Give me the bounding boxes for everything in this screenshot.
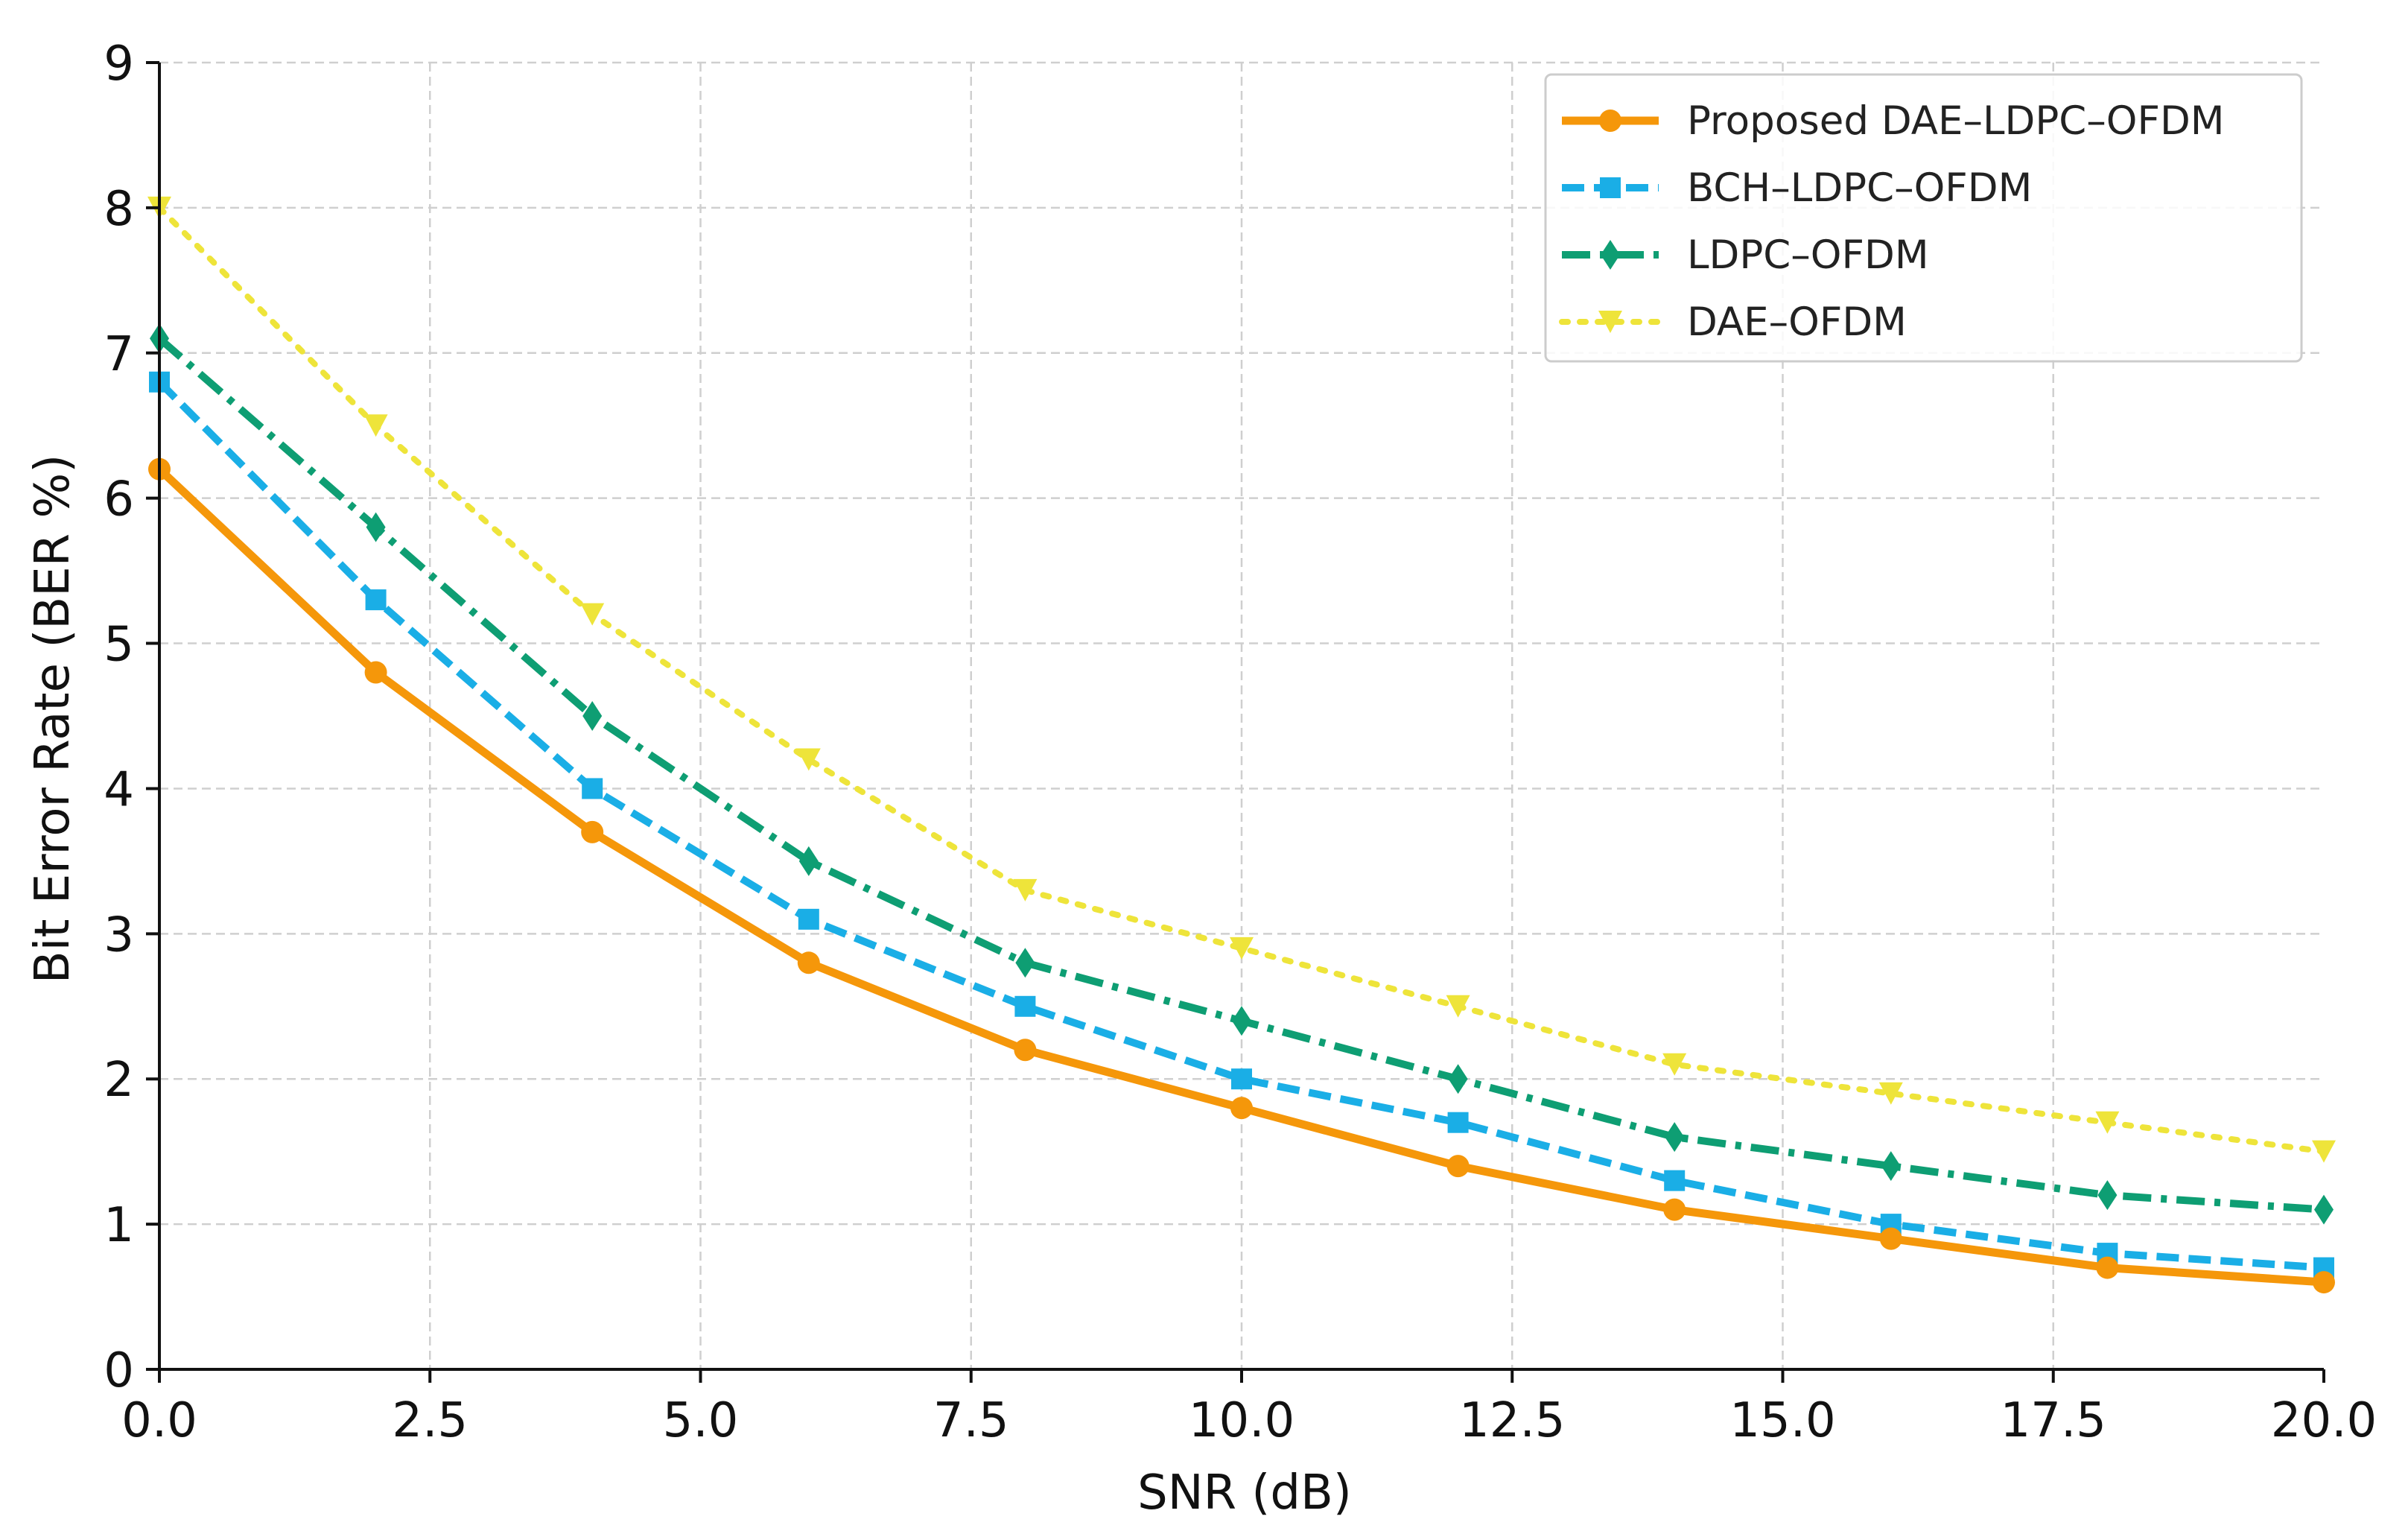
- data-point: [2314, 1194, 2334, 1225]
- data-point: [798, 846, 819, 876]
- x-tick-label: 17.5: [2001, 1393, 2107, 1448]
- x-tick-label: 10.0: [1189, 1393, 1295, 1448]
- legend-box: [1544, 73, 2303, 363]
- legend-entry-3: DAE–OFDM: [1559, 299, 1907, 345]
- legend-entry-0: Proposed DAE–LDPC–OFDM: [1562, 98, 2225, 144]
- data-point: [1014, 1039, 1037, 1062]
- y-tick-label: 0: [104, 1343, 134, 1398]
- data-point: [1664, 1170, 1686, 1191]
- series-layer: [147, 196, 2336, 1294]
- legend-marker: [1601, 240, 1620, 270]
- y-tick-label: 2: [104, 1053, 134, 1108]
- data-point: [798, 908, 819, 930]
- data-point: [1231, 1068, 1252, 1090]
- series-line: [156, 379, 2325, 1272]
- legend-marker: [1600, 177, 1621, 198]
- tick-labels: 0.0 2.5 5.0 7.5 10.0 12.5 15.0 17.5 20.0 0 1 2 3 4 5 6 7…: [104, 37, 2377, 1448]
- y-tick-label: 1: [104, 1198, 134, 1253]
- data-point: [2312, 1140, 2336, 1163]
- legend-label: LDPC–OFDM: [1687, 232, 1929, 278]
- data-point: [1448, 1064, 1468, 1094]
- data-point: [1015, 948, 1035, 978]
- x-tick-label: 2.5: [392, 1393, 468, 1448]
- legend-marker: [1598, 311, 1622, 333]
- legend: Proposed DAE–LDPC–OFDM BCH–LDPC–OFDM LDPC–…: [1544, 73, 2303, 363]
- data-point: [1665, 1122, 1685, 1153]
- x-tick-label: 7.5: [933, 1393, 1009, 1448]
- y-tick-label: 7: [104, 327, 134, 382]
- data-point: [1014, 995, 1036, 1017]
- y-tick-label: 5: [104, 618, 134, 673]
- data-point: [582, 778, 603, 799]
- series-0: [148, 457, 2335, 1294]
- legend-entry-1: BCH–LDPC–OFDM: [1562, 165, 2032, 211]
- y-tick-label: 8: [104, 182, 134, 237]
- data-point: [1879, 1227, 1902, 1250]
- x-tick-label: 5.0: [663, 1393, 739, 1448]
- x-tick-label: 20.0: [2271, 1393, 2377, 1448]
- data-point: [366, 512, 386, 542]
- data-point: [1881, 1151, 1901, 1182]
- y-tick-label: 6: [104, 472, 134, 527]
- legend-label: BCH–LDPC–OFDM: [1687, 165, 2032, 211]
- data-point: [1230, 936, 1254, 960]
- data-point: [797, 951, 820, 974]
- series-3: [147, 196, 2336, 1163]
- data-point: [1878, 1082, 1903, 1105]
- data-point: [1232, 1006, 1251, 1036]
- data-point: [363, 414, 388, 437]
- axes: [146, 61, 2325, 1383]
- data-point: [1662, 1053, 1687, 1076]
- x-axis-title: SNR (dB): [1137, 1465, 1352, 1521]
- legend-marker: [1599, 110, 1621, 132]
- series-2: [150, 323, 2334, 1225]
- data-point: [582, 701, 603, 731]
- data-point: [2096, 1256, 2119, 1279]
- y-axis-title: Bit Error Rate (BER %): [25, 454, 80, 983]
- y-tick-label: 3: [104, 907, 134, 963]
- data-point: [580, 603, 605, 626]
- legend-label: DAE–OFDM: [1687, 299, 1907, 345]
- data-point: [1230, 1097, 1253, 1120]
- data-point: [1446, 1155, 1470, 1178]
- legend-label: Proposed DAE–LDPC–OFDM: [1687, 98, 2225, 144]
- data-point: [581, 820, 604, 843]
- data-point: [1663, 1198, 1686, 1221]
- y-tick-label: 9: [104, 37, 134, 92]
- legend-entry-2: LDPC–OFDM: [1562, 232, 1929, 278]
- data-point: [1447, 1112, 1469, 1133]
- data-point: [1446, 995, 1470, 1018]
- data-point: [796, 748, 821, 771]
- x-tick-label: 12.5: [1459, 1393, 1566, 1448]
- data-point: [2313, 1271, 2335, 1294]
- data-point: [365, 589, 387, 611]
- grid: [159, 61, 2324, 1369]
- data-point: [2097, 1180, 2118, 1211]
- x-tick-label: 15.0: [1729, 1393, 1836, 1448]
- data-point: [364, 661, 387, 684]
- y-tick-label: 4: [104, 762, 134, 817]
- x-tick-label: 0.0: [121, 1393, 197, 1448]
- data-point: [2095, 1111, 2120, 1134]
- data-point: [1013, 878, 1038, 901]
